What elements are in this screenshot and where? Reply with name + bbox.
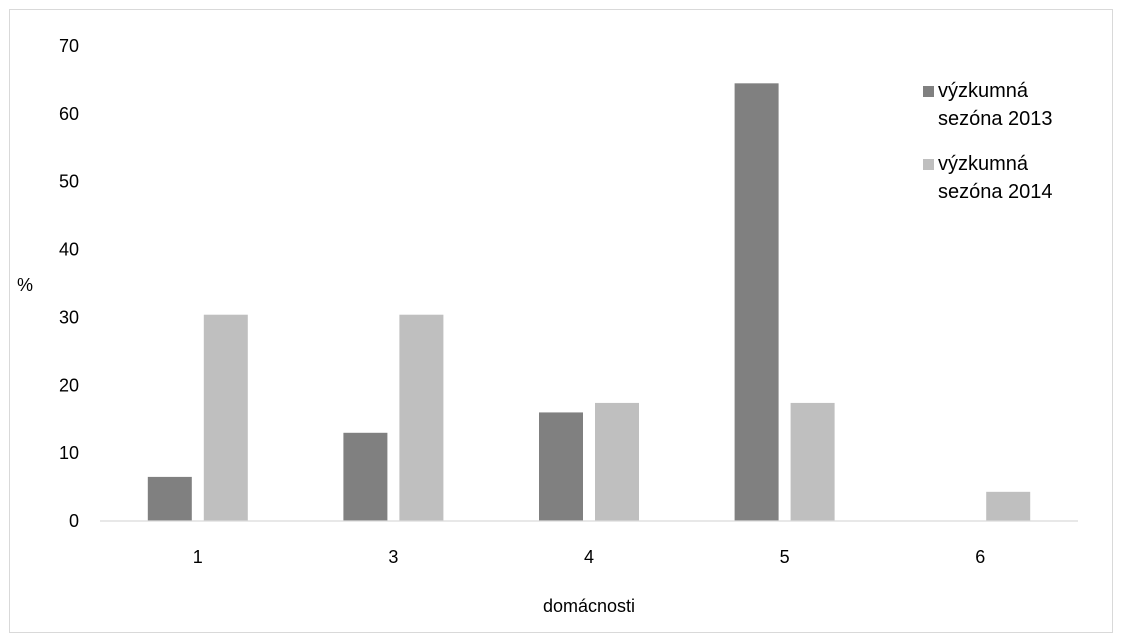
bar-series-1-category-5 xyxy=(734,83,779,522)
y-axis-ticks: 0 10 20 30 40 50 60 70 xyxy=(59,36,79,531)
bar-series-2-category-3 xyxy=(399,314,444,521)
x-axis-label: domácnosti xyxy=(543,596,635,616)
legend-swatch-series-2 xyxy=(923,159,934,170)
x-tick-label: 5 xyxy=(780,547,790,567)
legend-label-line: sezóna 2013 xyxy=(938,108,1053,130)
y-tick-label: 70 xyxy=(59,36,79,56)
y-tick-label: 60 xyxy=(59,104,79,124)
bars xyxy=(147,83,1031,522)
x-axis-ticks: 1 3 4 5 6 xyxy=(193,547,985,567)
y-tick-label: 50 xyxy=(59,172,79,192)
y-tick-label: 30 xyxy=(59,307,79,327)
bar-series-1-category-3 xyxy=(343,432,388,521)
y-tick-label: 40 xyxy=(59,240,79,260)
legend-swatch-series-1 xyxy=(923,86,934,97)
bar-series-2-category-1 xyxy=(203,314,248,521)
legend-label-line: výzkumná xyxy=(938,153,1029,175)
y-tick-label: 10 xyxy=(59,443,79,463)
x-tick-label: 3 xyxy=(388,547,398,567)
x-tick-label: 4 xyxy=(584,547,594,567)
legend-label-series-1: výzkumná sezóna 2013 xyxy=(938,80,1053,130)
chart-frame xyxy=(9,9,1113,633)
x-tick-label: 1 xyxy=(193,547,203,567)
bar-series-2-category-6 xyxy=(986,491,1031,521)
bar-series-2-category-4 xyxy=(595,402,639,521)
legend: výzkumná sezóna 2013 výzkumná sezóna 2014 xyxy=(923,80,1053,203)
y-axis-label: % xyxy=(17,275,33,295)
y-tick-label: 20 xyxy=(59,375,79,395)
bar-series-1-category-1 xyxy=(147,476,192,521)
legend-label-line: výzkumná xyxy=(938,80,1029,102)
bar-series-1-category-4 xyxy=(539,412,583,521)
legend-label-series-2: výzkumná sezóna 2014 xyxy=(938,153,1053,203)
y-tick-label: 0 xyxy=(69,511,79,531)
legend-label-line: sezóna 2014 xyxy=(938,181,1053,203)
x-tick-label: 6 xyxy=(975,547,985,567)
bar-series-2-category-5 xyxy=(790,402,835,521)
